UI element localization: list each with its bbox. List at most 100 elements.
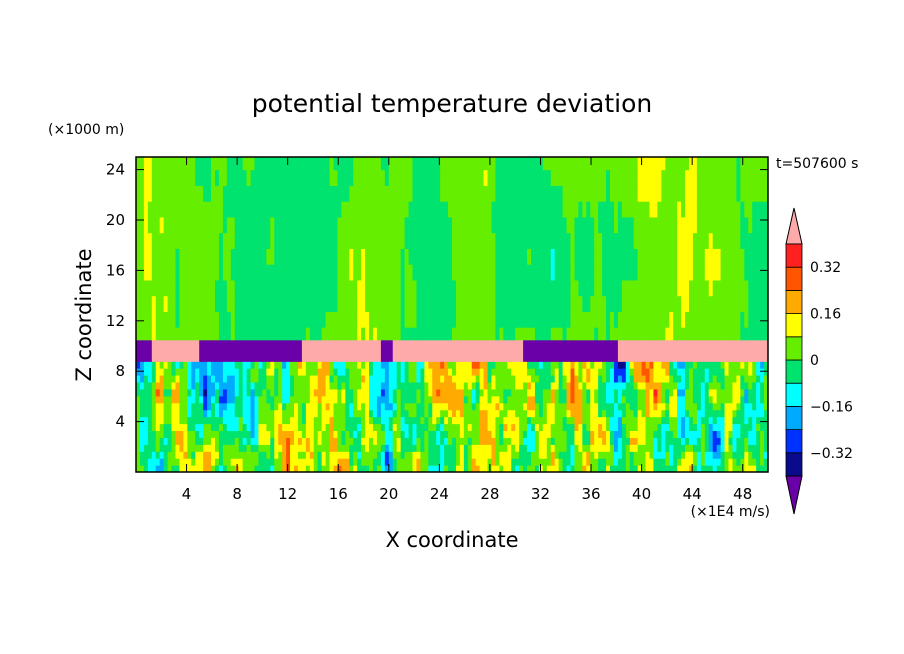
contour-cell bbox=[704, 327, 710, 341]
contour-cell bbox=[689, 232, 694, 249]
contour-cell bbox=[507, 157, 512, 171]
contour-cell bbox=[471, 232, 477, 249]
contour-cell bbox=[175, 201, 181, 218]
contour-cell bbox=[752, 368, 757, 376]
contour-cell bbox=[183, 444, 188, 452]
contour-cell bbox=[290, 311, 295, 328]
contour-cell bbox=[321, 327, 327, 341]
contour-cell bbox=[195, 465, 200, 472]
contour-cell bbox=[487, 279, 493, 297]
contour-cell bbox=[297, 444, 303, 452]
contour-cell bbox=[685, 279, 690, 297]
contour-cell bbox=[724, 279, 730, 297]
contour-cell bbox=[337, 232, 342, 249]
contour-cell bbox=[396, 201, 402, 218]
contour-cell bbox=[645, 311, 651, 328]
contour-cell bbox=[349, 416, 354, 425]
contour-cell bbox=[420, 327, 425, 341]
contour-cell bbox=[610, 395, 615, 404]
contour-cell bbox=[278, 248, 283, 265]
contour-cell bbox=[408, 169, 414, 186]
contour-cell bbox=[621, 409, 627, 418]
contour-cell bbox=[507, 458, 512, 466]
contour-cell bbox=[325, 402, 331, 411]
contour-cell bbox=[376, 388, 382, 397]
contour-cell bbox=[321, 169, 327, 186]
contour-cell bbox=[661, 201, 666, 218]
contour-cell bbox=[764, 444, 768, 452]
contour-cell bbox=[226, 409, 232, 418]
contour-cell bbox=[602, 248, 607, 265]
contour-cell bbox=[357, 388, 362, 397]
contour-cell bbox=[187, 339, 192, 362]
contour-cell bbox=[242, 248, 248, 265]
contour-cell bbox=[728, 201, 734, 218]
contour-cell bbox=[716, 395, 722, 404]
contour-cell bbox=[294, 185, 299, 202]
contour-cell bbox=[653, 423, 658, 432]
contour-cell bbox=[357, 279, 362, 297]
contour-cell bbox=[262, 264, 267, 281]
contour-cell bbox=[436, 339, 441, 362]
contour-cell bbox=[313, 368, 319, 376]
contour-cell bbox=[661, 232, 666, 249]
contour-cell bbox=[546, 185, 552, 202]
contour-cell bbox=[294, 444, 299, 452]
contour-cell bbox=[606, 185, 611, 202]
contour-cell bbox=[199, 311, 204, 328]
contour-cell bbox=[179, 201, 184, 218]
contour-cell bbox=[341, 232, 346, 249]
contour-cell bbox=[139, 169, 145, 186]
contour-cell bbox=[578, 361, 583, 369]
contour-cell bbox=[448, 430, 453, 438]
contour-cell bbox=[396, 368, 402, 376]
contour-cell bbox=[408, 444, 414, 452]
contour-cell bbox=[361, 157, 366, 171]
contour-cell bbox=[238, 430, 244, 438]
contour-cell bbox=[728, 465, 734, 472]
contour-cell bbox=[218, 201, 224, 218]
contour-cell bbox=[282, 201, 287, 218]
contour-cell bbox=[207, 279, 212, 297]
contour-cell bbox=[345, 216, 350, 234]
contour-cell bbox=[179, 430, 184, 438]
contour-cell bbox=[313, 458, 319, 466]
contour-cell bbox=[677, 248, 682, 265]
contour-cell bbox=[159, 311, 165, 328]
contour-cell bbox=[412, 409, 418, 418]
contour-cell bbox=[195, 157, 200, 171]
contour-cell bbox=[286, 339, 291, 362]
contour-cell bbox=[625, 465, 631, 472]
contour-cell bbox=[222, 402, 228, 411]
contour-cell bbox=[175, 458, 181, 466]
contour-cell bbox=[424, 409, 429, 418]
contour-cell bbox=[696, 388, 702, 397]
contour-cell bbox=[463, 185, 469, 202]
contour-cell bbox=[475, 423, 481, 432]
contour-cell bbox=[452, 430, 457, 438]
contour-cell bbox=[392, 458, 398, 466]
contour-cell bbox=[534, 339, 540, 362]
contour-cell bbox=[586, 327, 591, 341]
contour-cell bbox=[455, 395, 461, 404]
contour-cell bbox=[274, 216, 279, 234]
contour-cell bbox=[629, 279, 635, 297]
contour-cell bbox=[527, 402, 532, 411]
contour-cell bbox=[159, 458, 165, 466]
contour-cell bbox=[491, 423, 497, 432]
contour-cell bbox=[716, 327, 722, 341]
contour-cell bbox=[400, 311, 406, 328]
x-tick-label: 24 bbox=[430, 485, 449, 503]
contour-cell bbox=[369, 423, 374, 432]
contour-cell bbox=[171, 279, 177, 297]
contour-cell bbox=[428, 423, 433, 432]
contour-cell bbox=[136, 216, 141, 234]
contour-cell bbox=[234, 437, 240, 445]
contour-cell bbox=[491, 381, 497, 390]
contour-cell bbox=[578, 430, 583, 438]
contour-cell bbox=[546, 416, 552, 425]
contour-cell bbox=[294, 169, 299, 186]
contour-cell bbox=[649, 311, 655, 328]
contour-cell bbox=[566, 264, 572, 281]
contour-cell bbox=[230, 232, 236, 249]
